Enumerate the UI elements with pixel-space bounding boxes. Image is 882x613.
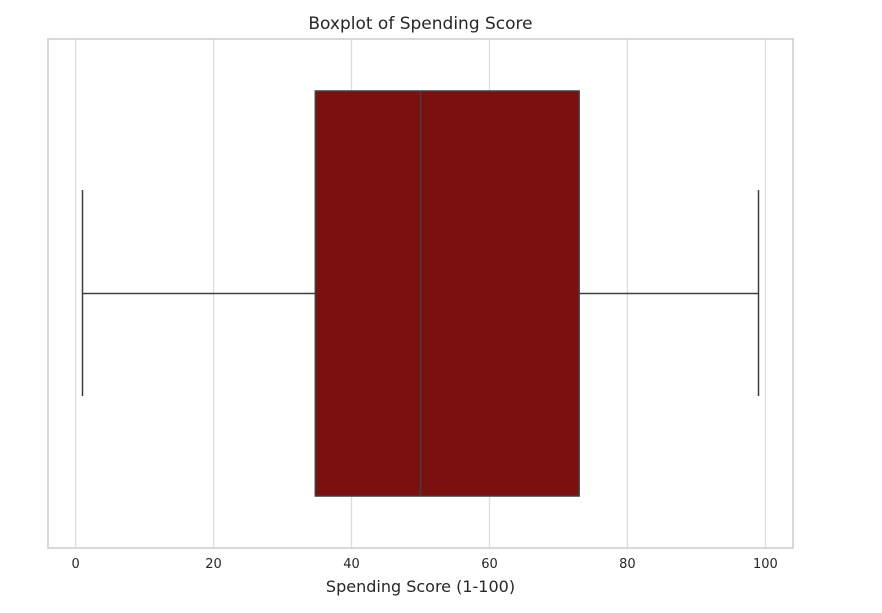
box-group [81, 90, 760, 497]
x-tick-label-80: 80 [619, 557, 636, 572]
x-tick-label-60: 60 [481, 557, 498, 572]
x-tick-labels: 0 20 40 60 80 100 [71, 557, 777, 572]
x-tick-label-40: 40 [343, 557, 360, 572]
box-iqr [314, 90, 580, 497]
x-axis-label: Spending Score (1-100) [326, 577, 515, 596]
x-tick-label-0: 0 [71, 557, 79, 572]
chart-title: Boxplot of Spending Score [308, 14, 532, 34]
x-tick-label-100: 100 [753, 557, 778, 572]
x-tick-label-20: 20 [205, 557, 222, 572]
plot-frame [47, 38, 794, 549]
